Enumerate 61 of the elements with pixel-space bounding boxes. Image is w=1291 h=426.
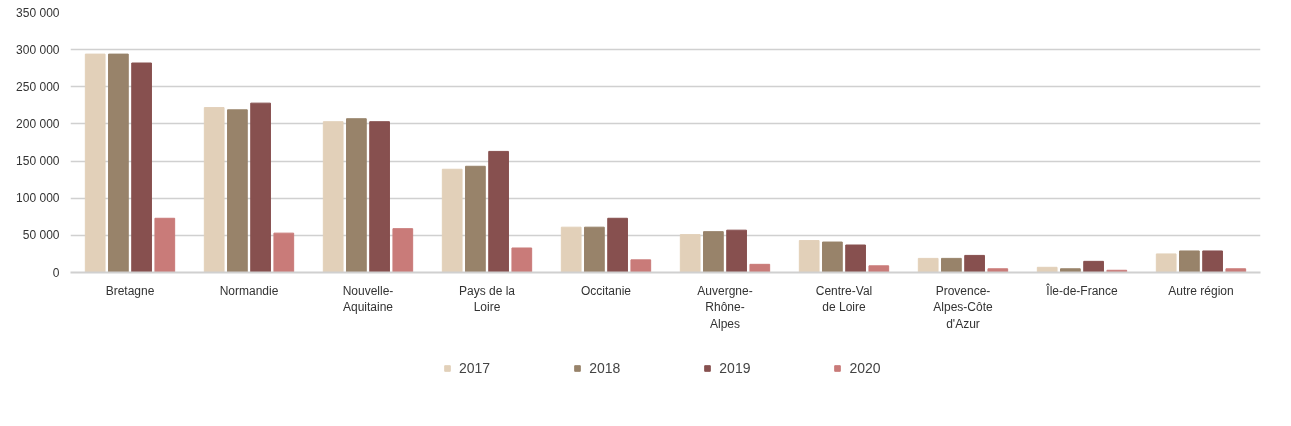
bar <box>987 268 1009 273</box>
bar <box>1225 268 1247 273</box>
legend-label: 2020 <box>849 360 881 376</box>
x-tick-label: Provence- Alpes-Côte d'Azur <box>933 283 994 332</box>
x-tick-label: Centre-Val de Loire <box>815 283 873 315</box>
bar <box>584 226 605 273</box>
bar <box>630 259 652 273</box>
bar <box>1202 250 1223 273</box>
bar <box>726 229 747 273</box>
bar <box>1179 250 1200 273</box>
y-tick-label: 50 000 <box>22 228 60 243</box>
bar <box>868 265 890 273</box>
bar <box>1155 253 1177 273</box>
x-tick-label: Normandie <box>219 283 279 298</box>
bar <box>749 263 771 273</box>
bar <box>1036 266 1058 273</box>
y-tick-label: 100 000 <box>16 191 60 206</box>
y-tick-label: 200 000 <box>16 116 60 131</box>
legend-label: 2017 <box>459 360 491 376</box>
bar <box>798 240 820 273</box>
y-tick-label: 300 000 <box>16 42 60 57</box>
bar <box>1060 268 1081 273</box>
bar <box>250 102 271 273</box>
legend-label: 2019 <box>719 360 751 376</box>
bar <box>84 53 106 273</box>
bar <box>511 247 533 273</box>
bar <box>369 121 390 273</box>
bar <box>1083 260 1104 273</box>
y-tick-label: 0 <box>52 265 60 280</box>
x-tick-label: Auvergne- Rhône- Alpes <box>697 283 753 332</box>
bar <box>488 150 509 273</box>
legend-label: 2018 <box>589 360 621 376</box>
y-tick-label: 150 000 <box>16 154 60 169</box>
bar <box>346 118 367 273</box>
bar <box>154 217 176 273</box>
bar <box>941 257 962 273</box>
x-tick-label: Pays de la Loire <box>458 283 516 315</box>
bar <box>845 244 866 273</box>
bar <box>679 234 701 273</box>
bar <box>703 231 724 273</box>
bar <box>322 121 344 273</box>
x-tick-label: Autre région <box>1168 283 1234 298</box>
bar <box>108 53 129 273</box>
bar <box>392 228 414 273</box>
bar <box>964 254 985 273</box>
y-tick-label: 250 000 <box>16 79 60 94</box>
bar <box>607 217 628 273</box>
x-tick-label: Nouvelle- Aquitaine <box>342 283 394 315</box>
bar <box>917 257 939 273</box>
y-tick-label: 350 000 <box>16 5 60 20</box>
bar <box>273 232 295 273</box>
bar <box>465 165 486 273</box>
x-tick-label: Île-de-France <box>1045 282 1119 298</box>
bar <box>203 107 225 273</box>
x-tick-label: Occitanie <box>580 283 632 298</box>
bar <box>131 62 152 273</box>
bar <box>822 241 843 273</box>
x-tick-label: Bretagne <box>105 283 155 298</box>
bar <box>441 168 463 273</box>
bar <box>560 226 582 273</box>
bar <box>227 109 248 273</box>
